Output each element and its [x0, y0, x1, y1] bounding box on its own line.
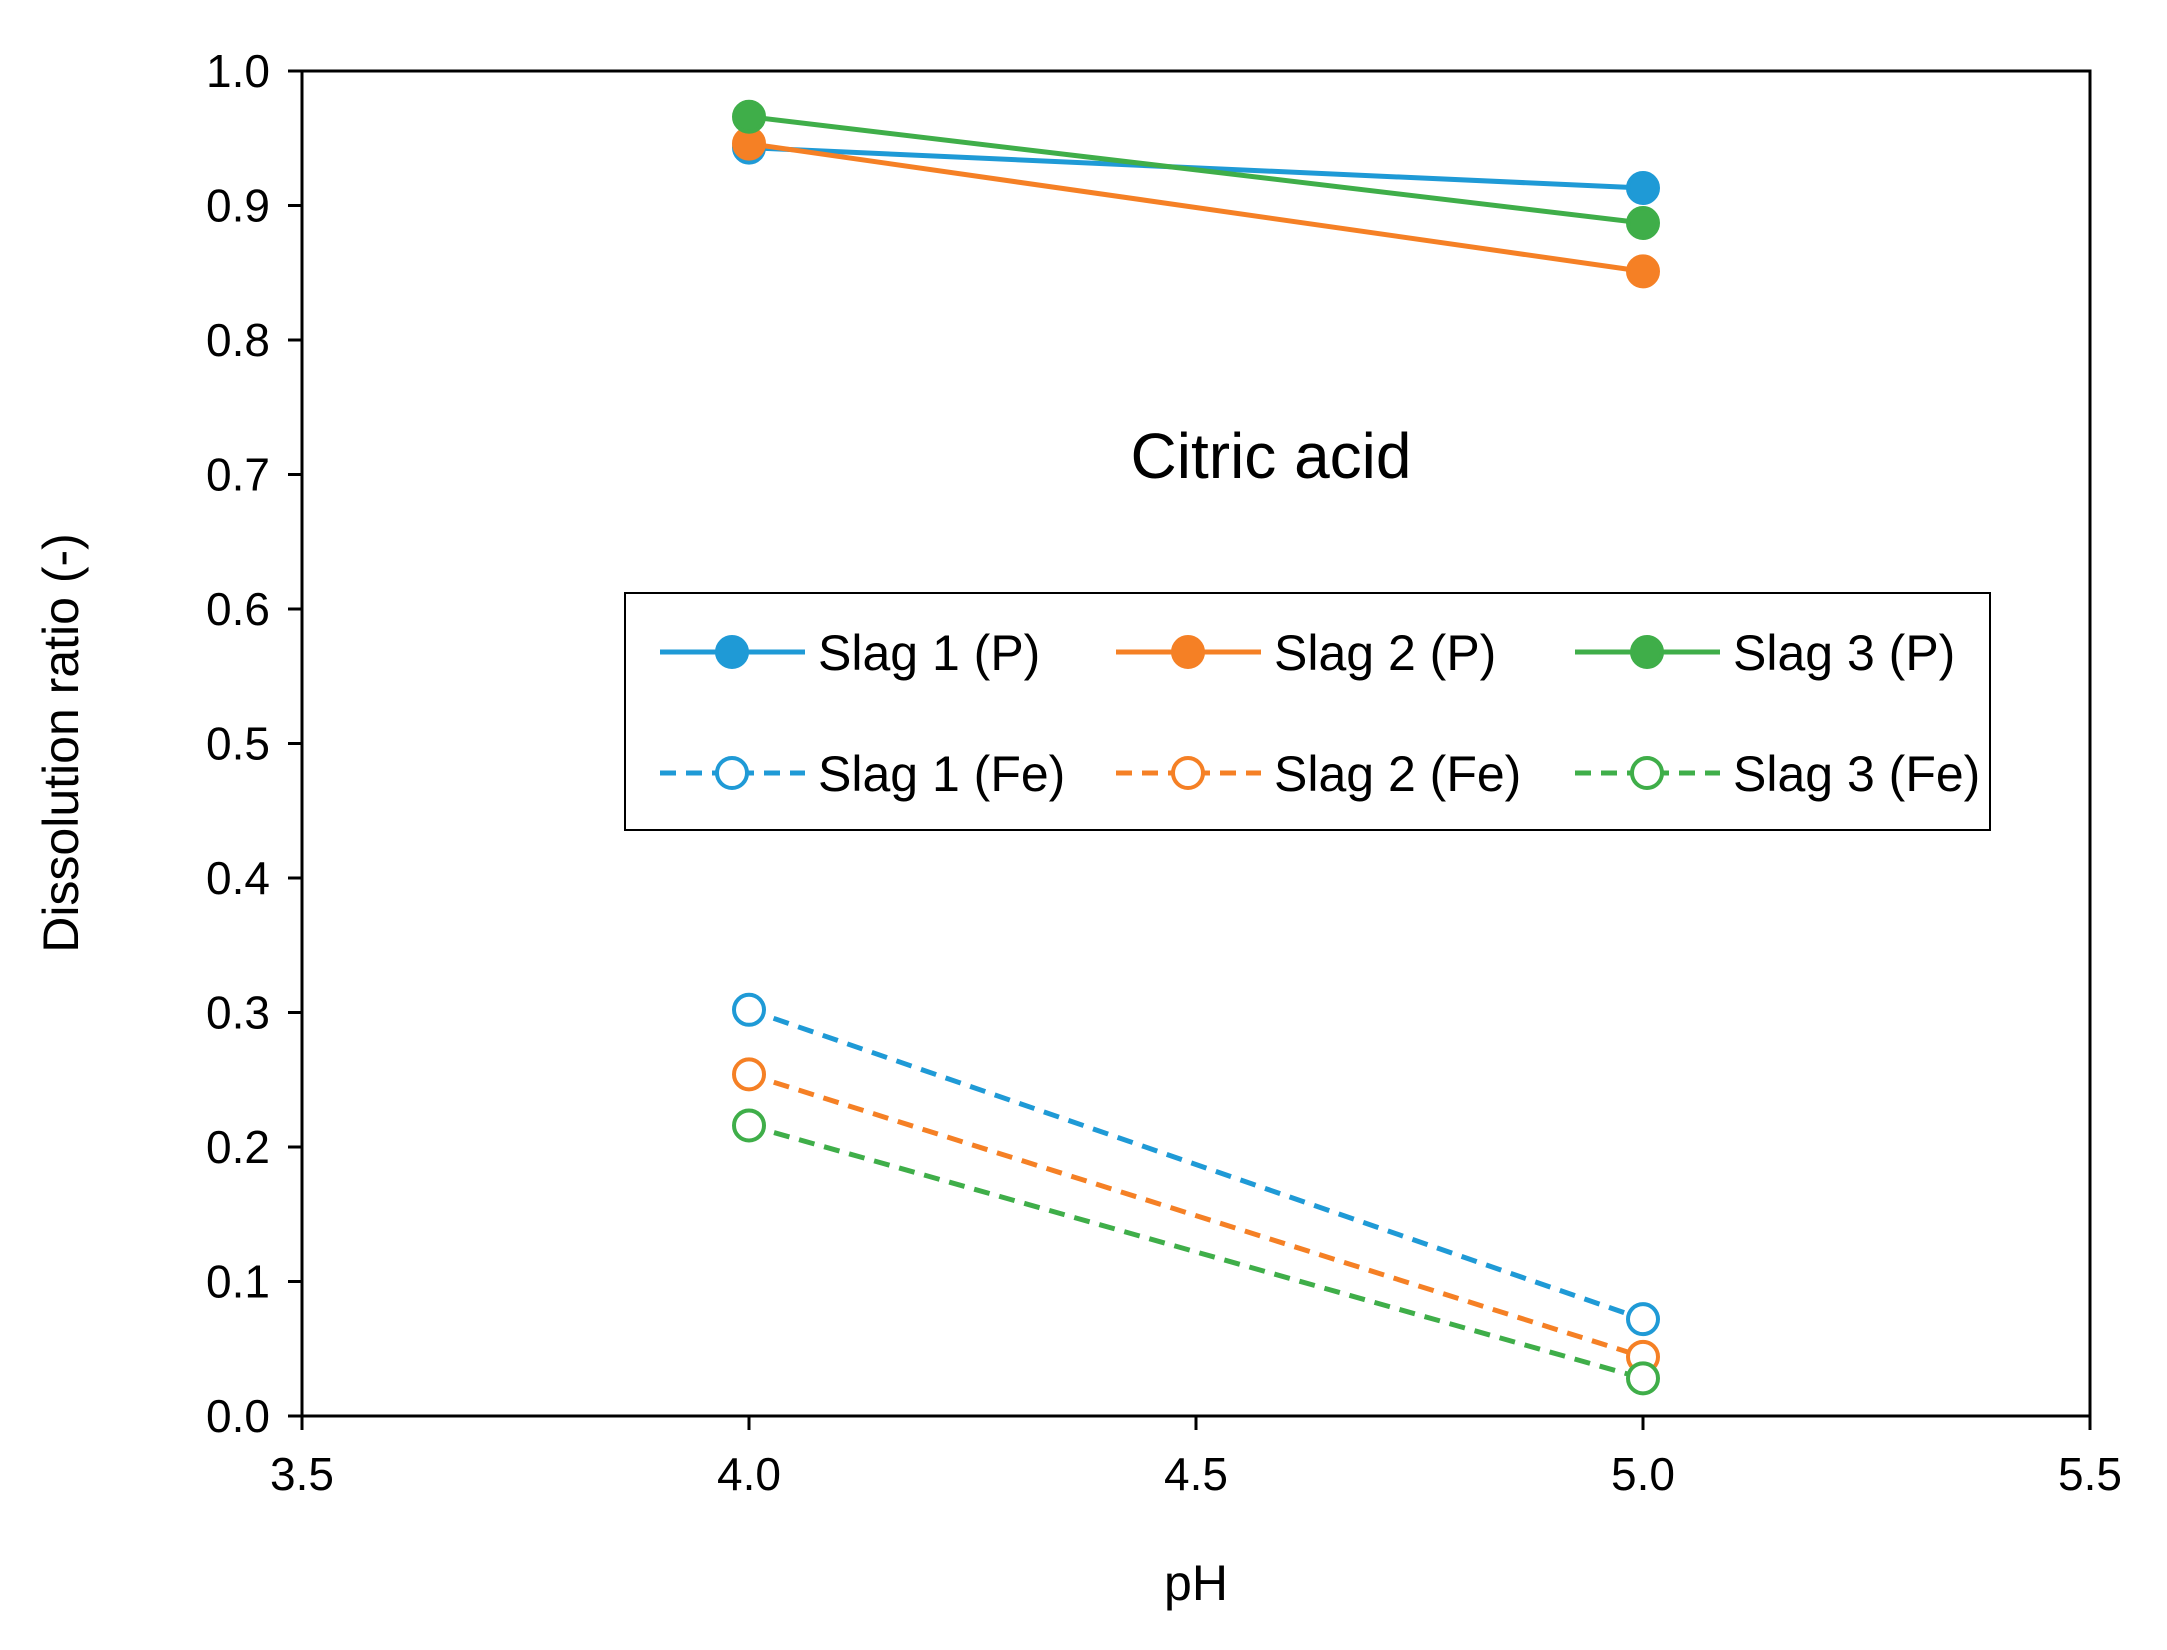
legend-label: Slag 2 (P) — [1274, 625, 1496, 681]
legend-entry-slag-1-p: Slag 1 (P) — [660, 625, 1040, 681]
x-tick-label: 4.0 — [717, 1448, 781, 1500]
legend-entry-slag-2-fe: Slag 2 (Fe) — [1116, 746, 1521, 802]
data-point — [732, 99, 766, 134]
legend-marker — [1630, 756, 1664, 790]
legend-label: Slag 3 (P) — [1733, 625, 1955, 681]
data-point — [1626, 254, 1660, 289]
series-layer — [732, 99, 1660, 1396]
y-tick-label: 1.0 — [206, 45, 270, 97]
legend-label: Slag 3 (Fe) — [1733, 746, 1980, 802]
chart-annotation: Citric acid — [1131, 420, 1412, 492]
y-tick-label: 0.6 — [206, 583, 270, 635]
x-tick-label: 3.5 — [270, 1448, 334, 1500]
data-point — [732, 1108, 766, 1143]
legend-marker — [715, 635, 749, 669]
legend-label: Slag 1 (P) — [818, 625, 1040, 681]
series-slag-3-p — [732, 99, 1660, 240]
legend-marker — [1630, 635, 1664, 669]
legend-box — [624, 592, 1991, 831]
y-tick-label: 0.3 — [206, 987, 270, 1039]
legend-marker — [1171, 635, 1205, 669]
y-tick-label: 0.8 — [206, 314, 270, 366]
y-tick-label: 0.7 — [206, 449, 270, 501]
series-slag-3-fe — [732, 1108, 1660, 1396]
legend-entry-slag-3-fe: Slag 3 (Fe) — [1575, 746, 1980, 802]
y-tick-label: 0.2 — [206, 1121, 270, 1173]
data-point — [732, 1057, 766, 1092]
y-axis-title: Dissolution ratio (-) — [33, 533, 89, 953]
y-tick-label: 0.4 — [206, 852, 270, 904]
legend-entry-slag-1-fe: Slag 1 (Fe) — [660, 746, 1065, 802]
series-line — [748, 114, 1644, 226]
data-point — [732, 992, 766, 1027]
series-line — [748, 141, 1644, 274]
series-line — [748, 1071, 1644, 1360]
legend-marker — [1171, 756, 1205, 790]
legend: Slag 1 (P) Slag 2 (P) Slag 3 (P) Slag 1 (Fe… — [624, 592, 1991, 831]
legend-marker — [715, 756, 749, 790]
data-point — [1626, 1361, 1660, 1396]
x-tick-label: 5.5 — [2058, 1448, 2122, 1500]
data-point — [1626, 205, 1660, 240]
legend-label: Slag 2 (Fe) — [1274, 746, 1521, 802]
x-axis-ticks: 3.5 4.0 4.5 5.0 5.5 — [270, 1416, 2122, 1500]
y-tick-label: 0.0 — [206, 1390, 270, 1442]
y-tick-label: 0.5 — [206, 718, 270, 770]
series-line — [748, 1007, 1644, 1322]
y-axis-ticks: 0.0 0.1 0.2 0.3 0.4 0.5 0.6 0.7 0.8 0.9 1.0 — [206, 45, 302, 1442]
series-slag-2-p — [732, 126, 1660, 289]
legend-label: Slag 1 (Fe) — [818, 746, 1065, 802]
legend-entry-slag-2-p: Slag 2 (P) — [1116, 625, 1496, 681]
x-axis-title: pH — [1164, 1555, 1228, 1611]
y-tick-label: 0.9 — [206, 180, 270, 232]
data-point — [1626, 171, 1660, 206]
x-tick-label: 5.0 — [1611, 1448, 1675, 1500]
data-point — [1626, 1302, 1660, 1337]
y-tick-label: 0.1 — [206, 1256, 270, 1308]
legend-entry-slag-3-p: Slag 3 (P) — [1575, 625, 1955, 681]
series-slag-1-fe — [732, 992, 1660, 1337]
x-tick-label: 4.5 — [1164, 1448, 1228, 1500]
